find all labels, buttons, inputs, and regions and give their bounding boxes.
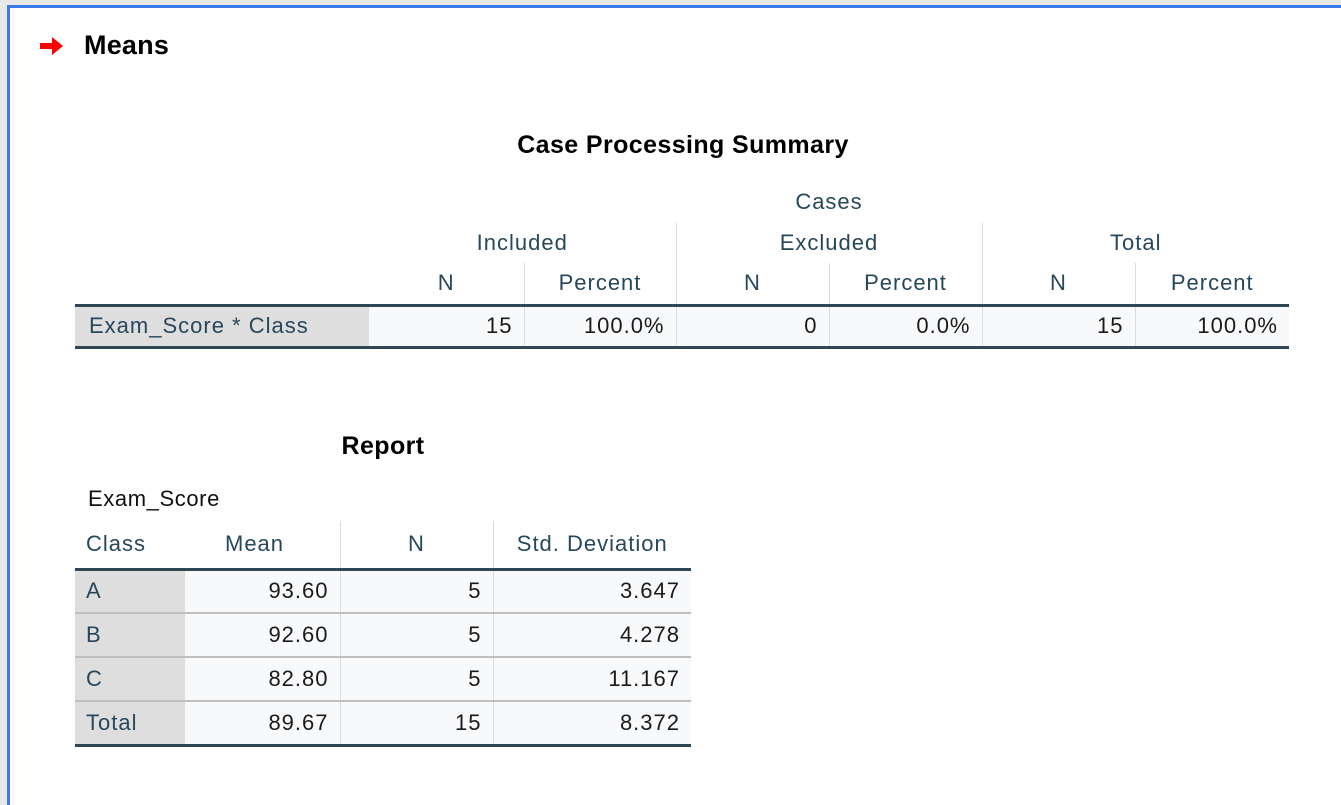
col-included-n: N [437,270,455,296]
output-viewer-pane: Means Case Processing Summary Cases Incl… [7,5,1341,805]
cell-std: 8.372 [492,700,691,747]
cell-std: 4.278 [492,612,691,657]
cell-std: 3.647 [492,567,691,613]
col-class: Class [86,531,147,557]
included-header: Included [476,230,568,255]
cell-n: 5 [339,612,493,657]
col-n: N [339,521,493,569]
cell-included-percent: 100.0% [523,303,676,349]
row-label: Total [75,700,185,747]
heading-title: Means [84,30,170,60]
cell-std: 11.167 [492,656,691,701]
report-title: Report [341,432,425,460]
table-row: C 82.80 5 11.167 [75,656,691,701]
row-label: A [75,567,185,613]
dependent-variable-label: Exam_Score [88,486,220,511]
table-row: A 93.60 5 3.647 [75,567,691,613]
col-mean: Mean [225,531,285,557]
cell-n: 15 [339,700,493,747]
cell-total-n: 15 [981,303,1135,349]
report-table[interactable]: Class Mean N Std. Deviation A 93.60 5 3.… [75,521,691,747]
col-excluded-percent: Percent [828,263,982,305]
case-processing-summary-title: Case Processing Summary [517,131,849,159]
table-row: Exam_Score * Class 15 100.0% 0 0.0% 15 1… [75,303,1289,349]
cell-included-n: 15 [369,303,524,349]
total-header: Total [981,223,1289,263]
cell-excluded-percent: 0.0% [828,303,982,349]
case-processing-summary-table[interactable]: Cases Included Excluded Total N Percent … [75,181,1289,349]
table-row: Total 89.67 15 8.372 [75,700,691,747]
table-row: B 92.60 5 4.278 [75,612,691,657]
row-label: Exam_Score * Class [75,303,369,349]
col-total-n: N [981,263,1135,305]
col-included-percent: Percent [523,263,676,305]
cell-excluded-n: 0 [675,303,829,349]
cell-mean: 82.80 [185,656,340,701]
cell-n: 5 [339,656,493,701]
red-right-arrow-icon [40,36,63,55]
cell-n: 5 [339,567,493,613]
col-excluded-n: N [675,263,829,305]
output-heading[interactable]: Means [40,30,169,61]
col-std-deviation: Std. Deviation [492,521,691,569]
cell-mean: 92.60 [185,612,340,657]
col-total-percent: Percent [1134,263,1289,305]
cell-mean: 93.60 [185,567,340,613]
cases-group-header: Cases [795,189,863,214]
cell-total-percent: 100.0% [1134,303,1289,349]
excluded-header: Excluded [675,223,982,263]
cell-mean: 89.67 [185,700,340,747]
row-label: B [75,612,185,657]
row-label: C [75,656,185,701]
